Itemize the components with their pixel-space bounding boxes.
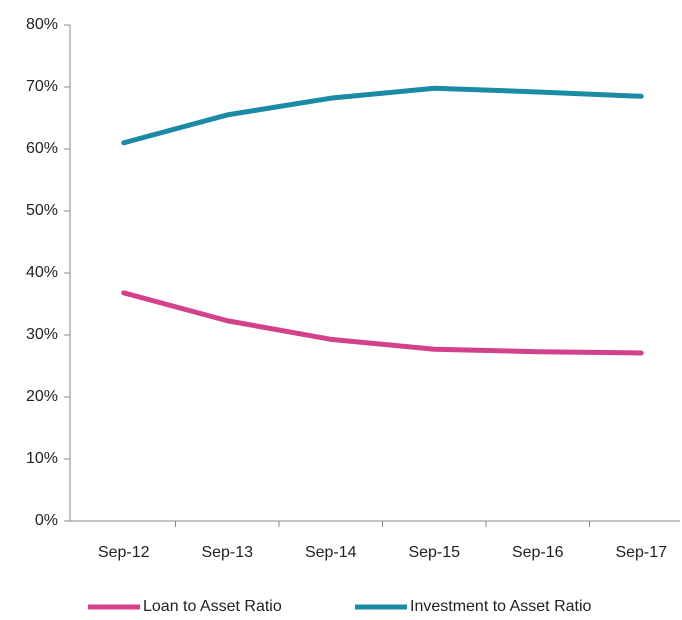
legend-label: Loan to Asset Ratio xyxy=(143,598,282,615)
y-tick-label: 20% xyxy=(26,388,58,405)
x-tick-label: Sep-13 xyxy=(201,544,253,561)
y-tick-label: 60% xyxy=(26,140,58,157)
series-line xyxy=(121,290,644,356)
y-tick-label: 30% xyxy=(26,326,58,343)
x-tick-label: Sep-17 xyxy=(615,544,667,561)
y-tick-label: 50% xyxy=(26,202,58,219)
x-tick-label: Sep-16 xyxy=(512,544,564,561)
legend-label: Investment to Asset Ratio xyxy=(410,598,592,615)
x-tick-label: Sep-12 xyxy=(98,544,150,561)
y-tick-label: 80% xyxy=(26,16,58,33)
series-line xyxy=(121,85,644,146)
y-tick-label: 40% xyxy=(26,264,58,281)
y-tick-label: 10% xyxy=(26,450,58,467)
x-tick-label: Sep-15 xyxy=(408,544,460,561)
y-tick-label: 70% xyxy=(26,78,58,95)
y-tick-label: 0% xyxy=(35,512,58,529)
x-tick-label: Sep-14 xyxy=(305,544,357,561)
